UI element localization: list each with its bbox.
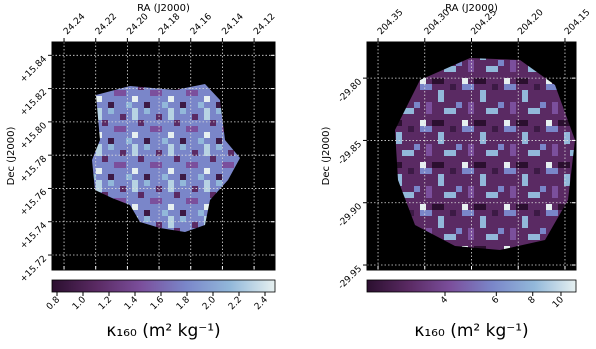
colorbar-tick-label: 4 xyxy=(439,295,450,306)
map-region xyxy=(395,58,575,250)
y-tick-label: -29.80 xyxy=(337,77,365,105)
y-tick-label: -29.85 xyxy=(337,139,365,167)
colorbar-tick-label: 2.0 xyxy=(201,295,218,312)
x-tick-label: 24.14 xyxy=(220,12,245,37)
x-tick-label: 24.16 xyxy=(189,12,214,37)
colorbar-tick-label: 6 xyxy=(490,295,501,306)
y-tick-label: -29.90 xyxy=(337,202,365,230)
x-tick-label: 204.20 xyxy=(516,8,546,38)
y-tick-label: +15.84 xyxy=(18,54,49,85)
y-tick-label: +15.72 xyxy=(18,254,49,285)
colorbar-label: κ₁₆₀ (m² kg⁻¹) xyxy=(414,321,528,341)
colorbar-tick-label: 8 xyxy=(527,295,538,306)
x-tick-label: 24.12 xyxy=(252,12,277,37)
colorbar-tick-label: 10 xyxy=(551,295,566,310)
colorbar-tick-label: 2.2 xyxy=(227,295,244,312)
axes-frame xyxy=(366,41,577,271)
colorbar-tick-label: 1.8 xyxy=(175,295,192,312)
y-tick-label: +15.76 xyxy=(18,187,49,218)
y-tick-label: +15.78 xyxy=(18,154,49,185)
y-tick-label: +15.82 xyxy=(18,88,49,119)
colorbar-tick-label: 1.6 xyxy=(149,295,166,312)
colorbar-tick-label: 1.0 xyxy=(71,295,88,312)
colorbar-tick-label: 2.4 xyxy=(253,295,270,312)
colorbar xyxy=(51,279,276,293)
x-tick-label: 24.18 xyxy=(157,12,182,37)
x-tick-label: 204.35 xyxy=(376,8,405,37)
colorbar-tick-label: 0.8 xyxy=(45,295,62,312)
map-region xyxy=(92,84,240,232)
x-axis-label: RA (J2000) xyxy=(445,3,498,14)
y-tick-label: -29.95 xyxy=(337,264,365,292)
colorbar-tick-label: 1.4 xyxy=(123,295,140,312)
y-tick-label: +15.74 xyxy=(18,221,49,252)
axes-frame xyxy=(51,41,276,271)
colorbar xyxy=(366,279,577,293)
x-tick-label: 24.20 xyxy=(125,12,150,37)
x-tick-label: 204.15 xyxy=(563,8,592,37)
colorbar-tick-label: 1.2 xyxy=(97,295,114,312)
y-tick-label: +15.80 xyxy=(18,121,49,152)
colorbar-label: κ₁₆₀ (m² kg⁻¹) xyxy=(106,321,220,341)
y-axis-label: Dec (J2000) xyxy=(321,127,332,186)
x-tick-label: 24.24 xyxy=(62,12,87,37)
x-axis-label: RA (J2000) xyxy=(137,3,190,14)
y-axis-label: Dec (J2000) xyxy=(6,127,17,186)
x-tick-label: 24.22 xyxy=(94,12,119,37)
